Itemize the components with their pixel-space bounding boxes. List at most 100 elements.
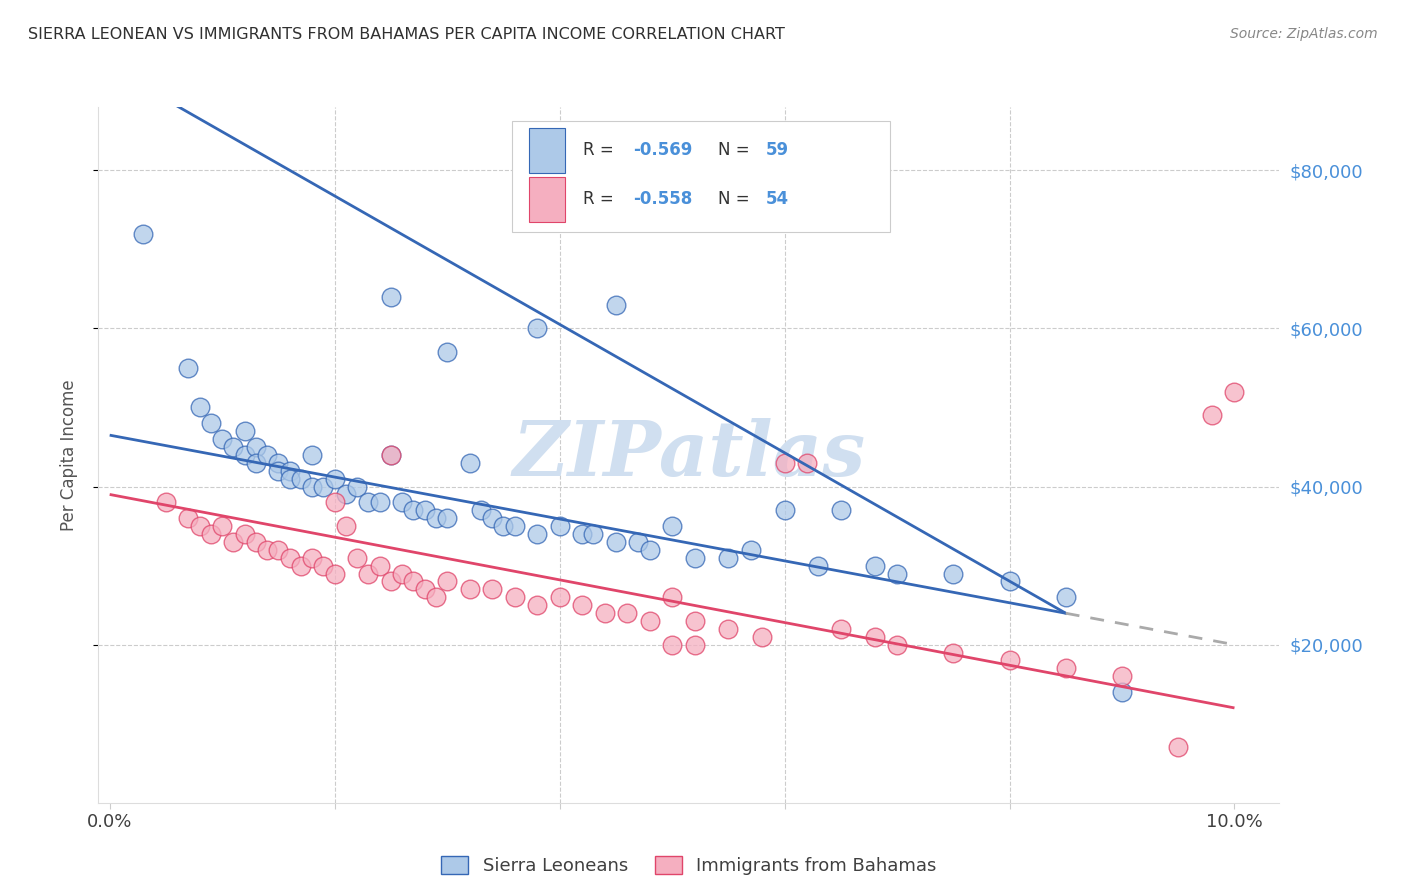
Point [211,519,233,533]
Point [807,558,830,573]
Point [177,511,200,525]
Point [335,519,357,533]
FancyBboxPatch shape [530,177,565,222]
Point [245,440,267,454]
Point [132,227,155,241]
Point [886,638,908,652]
Point [290,472,312,486]
Point [357,566,380,581]
Point [278,464,301,478]
Y-axis label: Per Capita Income: Per Capita Income [59,379,77,531]
Point [256,448,278,462]
Point [200,527,222,541]
Point [413,582,436,597]
Point [571,598,593,612]
Point [188,519,211,533]
Point [301,479,323,493]
Point [335,487,357,501]
Point [436,511,458,525]
Point [683,638,706,652]
Point [998,653,1021,667]
Point [661,519,683,533]
Point [346,550,368,565]
Point [526,598,548,612]
Point [323,566,346,581]
Point [830,622,852,636]
Point [290,558,312,573]
Point [1201,409,1223,423]
Point [233,448,256,462]
Point [402,574,425,589]
Point [942,646,965,660]
Text: -0.558: -0.558 [634,190,693,208]
Point [616,606,638,620]
Text: Source: ZipAtlas.com: Source: ZipAtlas.com [1230,27,1378,41]
Point [278,550,301,565]
Point [357,495,380,509]
Point [481,511,503,525]
Text: R =: R = [582,141,619,159]
Point [368,558,391,573]
Point [683,550,706,565]
Point [481,582,503,597]
Point [526,321,548,335]
Text: R =: R = [582,190,619,208]
Point [740,542,762,557]
Point [436,345,458,359]
Point [661,638,683,652]
Point [267,542,290,557]
Point [773,503,796,517]
Point [245,535,267,549]
Point [683,614,706,628]
Point [346,479,368,493]
Point [200,417,222,431]
Point [830,503,852,517]
Point [638,614,661,628]
Point [548,591,571,605]
Point [413,503,436,517]
Text: -0.569: -0.569 [634,141,693,159]
Point [368,495,391,509]
Point [267,456,290,470]
Point [661,591,683,605]
Text: SIERRA LEONEAN VS IMMIGRANTS FROM BAHAMAS PER CAPITA INCOME CORRELATION CHART: SIERRA LEONEAN VS IMMIGRANTS FROM BAHAMA… [28,27,785,42]
Point [470,503,492,517]
FancyBboxPatch shape [512,121,890,232]
Point [1054,661,1077,675]
Point [380,448,402,462]
Point [380,448,402,462]
Point [425,591,447,605]
Point [380,574,402,589]
Point [886,566,908,581]
Point [301,550,323,565]
Point [998,574,1021,589]
Text: ZIPatlas: ZIPatlas [512,418,866,491]
Point [593,606,616,620]
Point [458,456,481,470]
Point [323,472,346,486]
Text: 59: 59 [766,141,789,159]
Point [155,495,177,509]
Point [323,495,346,509]
Point [503,519,526,533]
Point [863,630,886,644]
Point [211,432,233,446]
Point [605,298,627,312]
Point [1111,685,1133,699]
Point [1111,669,1133,683]
Point [222,535,245,549]
Text: 54: 54 [766,190,789,208]
Point [526,527,548,541]
Point [796,456,818,470]
Point [638,542,661,557]
Point [942,566,965,581]
Point [751,630,773,644]
Legend: Sierra Leoneans, Immigrants from Bahamas: Sierra Leoneans, Immigrants from Bahamas [432,847,946,884]
Point [267,464,290,478]
Point [503,591,526,605]
Point [177,361,200,376]
Point [391,566,413,581]
FancyBboxPatch shape [530,128,565,173]
Point [1054,591,1077,605]
Point [548,519,571,533]
